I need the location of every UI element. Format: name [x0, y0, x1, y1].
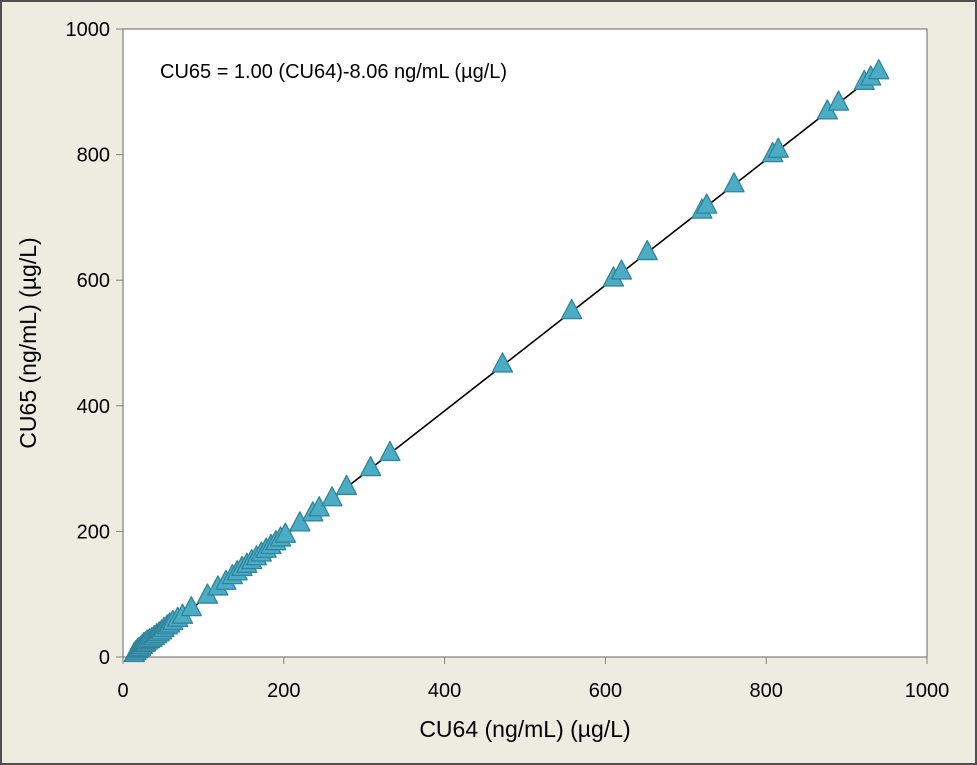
data-point	[636, 239, 658, 261]
chart-annotation: CU65 = 1.00 (CU64)-8.06 ng/mL (µg/L)	[160, 61, 507, 83]
y-tick-label: 400	[77, 396, 110, 418]
data-point	[868, 59, 890, 80]
data-point	[491, 352, 514, 373]
data-point	[696, 193, 718, 214]
data-points	[123, 59, 890, 663]
x-tick-label: 400	[428, 680, 461, 702]
data-point	[560, 298, 583, 320]
data-point	[767, 137, 789, 158]
x-axis-title: CU64 (ng/mL) (µg/L)	[419, 716, 630, 742]
data-point	[321, 486, 343, 507]
y-axis-title: CU65 (ng/mL) (µg/L)	[15, 237, 41, 448]
data-point	[274, 522, 297, 543]
x-tick-label: 600	[589, 680, 622, 702]
x-tick-label: 800	[750, 680, 783, 702]
y-tick-label: 0	[99, 647, 110, 669]
data-point	[723, 172, 745, 193]
data-point	[180, 595, 202, 617]
data-point	[359, 455, 382, 477]
y-tick-label: 1000	[66, 19, 111, 41]
data-point	[335, 474, 358, 496]
axes: 0 200 400 600 800 1000 0 200 400 600 800 1000	[66, 19, 950, 702]
data-point	[610, 259, 633, 280]
y-tick-label: 800	[77, 145, 110, 167]
data-point	[379, 440, 401, 462]
x-tick-label: 0	[117, 680, 128, 702]
x-tick-label: 200	[267, 680, 300, 702]
y-tick-label: 200	[77, 521, 110, 543]
y-tick-label: 600	[77, 270, 110, 292]
x-tick-label: 1000	[905, 680, 950, 702]
data-point	[827, 90, 850, 111]
